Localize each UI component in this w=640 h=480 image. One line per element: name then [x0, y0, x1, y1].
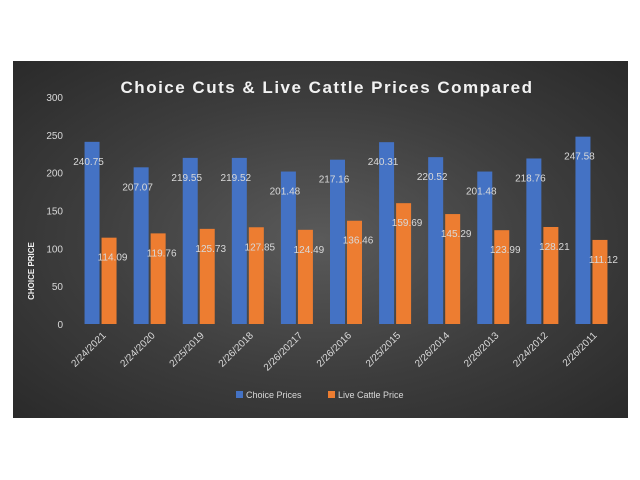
data-label-choice-prices: 218.76 — [515, 173, 546, 184]
data-label-choice-prices: 201.48 — [466, 187, 497, 198]
x-tick-label: 2/24/2020 — [119, 330, 159, 370]
x-tick-label: 2/26/2013 — [462, 330, 502, 370]
x-tick-label: 2/25/2019 — [168, 330, 208, 370]
y-axis-ticks: 0 50 100 150 200 250 300 — [46, 93, 63, 331]
y-tick-label: 200 — [46, 169, 63, 180]
bar-choice-prices — [428, 157, 444, 324]
bar-live-cattle-price — [592, 239, 608, 324]
data-label-live-cattle-price: 124.49 — [294, 245, 325, 256]
data-label-live-cattle-price: 119.76 — [147, 248, 177, 259]
bar-choice-prices — [133, 167, 149, 324]
legend-label-live-cattle-price: Live Cattle Price — [338, 390, 404, 400]
y-tick-label: 300 — [46, 93, 63, 104]
data-label-live-cattle-price: 127.85 — [245, 242, 276, 253]
bar-live-cattle-price — [494, 230, 510, 324]
bar-choice-prices — [182, 157, 198, 324]
x-tick-label: 2/24/2021 — [69, 330, 109, 370]
y-tick-label: 250 — [46, 131, 63, 142]
legend-swatch-live-cattle-price — [328, 391, 335, 398]
data-label-choice-prices: 220.52 — [417, 172, 448, 183]
data-labels: 240.75 114.09 207.07 119.76 219.55 125.73 219.… — [73, 152, 618, 266]
bar-choice-prices — [526, 158, 542, 324]
data-label-live-cattle-price: 125.73 — [195, 244, 226, 255]
data-label-live-cattle-price: 159.69 — [392, 218, 423, 229]
bar-live-cattle-price — [199, 228, 215, 324]
data-label-live-cattle-price: 123.99 — [490, 245, 521, 256]
x-tick-label: 2/26/2016 — [315, 330, 355, 370]
legend: Choice Prices Live Cattle Price — [236, 390, 404, 400]
y-tick-label: 0 — [57, 320, 63, 331]
data-label-live-cattle-price: 114.09 — [98, 253, 128, 264]
bars — [84, 136, 608, 324]
data-label-choice-prices: 217.16 — [319, 175, 350, 186]
bar-live-cattle-price — [150, 233, 166, 324]
y-axis-label: CHOICE PRICE — [27, 241, 36, 299]
chart-title: Choice Cuts & Live Cattle Prices Compare… — [121, 78, 534, 97]
x-tick-label: 2/26/2011 — [561, 330, 600, 369]
bar-choice-prices — [84, 141, 100, 324]
data-label-choice-prices: 240.75 — [73, 157, 104, 168]
x-tick-label: 2/24/2012 — [511, 330, 551, 370]
bar-choice-prices — [231, 157, 247, 324]
legend-label-choice-prices: Choice Prices — [246, 390, 302, 400]
bar-choice-prices — [575, 136, 591, 324]
x-axis-ticks: 2/24/2021 2/24/2020 2/25/2019 2/26/2018 2/26… — [69, 330, 599, 373]
data-label-choice-prices: 240.31 — [368, 157, 399, 168]
bar-live-cattle-price — [347, 220, 362, 324]
data-label-choice-prices: 219.55 — [171, 173, 202, 184]
bar-choice-prices — [379, 142, 395, 324]
y-tick-label: 150 — [46, 207, 63, 218]
bar-choice-prices — [477, 171, 493, 324]
data-label-choice-prices: 219.52 — [221, 173, 252, 184]
y-tick-label: 50 — [52, 282, 64, 293]
data-label-live-cattle-price: 145.29 — [441, 229, 472, 240]
x-tick-label: 2/26/2018 — [217, 330, 257, 370]
bar-live-cattle-price — [396, 203, 412, 324]
bar-live-cattle-price — [445, 214, 461, 324]
legend-swatch-choice-prices — [236, 391, 243, 398]
data-label-choice-prices: 247.58 — [564, 152, 595, 163]
data-label-live-cattle-price: 111.12 — [589, 255, 619, 266]
bar-choice-prices — [280, 171, 296, 324]
bar-live-cattle-price — [101, 237, 117, 324]
data-label-choice-prices: 207.07 — [122, 182, 153, 193]
bar-live-cattle-price — [543, 226, 559, 324]
x-tick-label: 2/25/2015 — [364, 330, 404, 370]
bar-chart: Choice Cuts & Live Cattle Prices Compare… — [27, 78, 618, 400]
y-tick-label: 100 — [46, 244, 63, 255]
data-label-choice-prices: 201.48 — [270, 187, 301, 198]
data-label-live-cattle-price: 136.46 — [343, 236, 374, 247]
bar-live-cattle-price — [248, 227, 264, 324]
bar-live-cattle-price — [297, 229, 313, 324]
bar-choice-prices — [330, 159, 345, 324]
x-tick-label: 2/26/2014 — [413, 330, 453, 370]
data-label-live-cattle-price: 128.21 — [539, 242, 570, 253]
x-tick-label: 2/26/20217 — [262, 330, 305, 373]
chart-panel: Choice Cuts & Live Cattle Prices Compare… — [13, 61, 628, 418]
